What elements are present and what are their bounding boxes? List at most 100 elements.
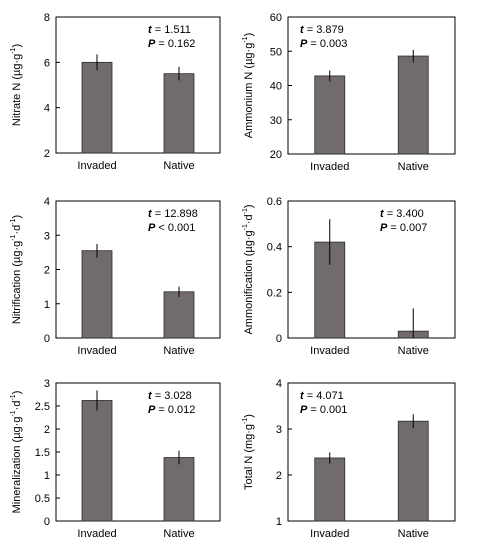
label-part: ) (11, 44, 23, 48)
x-tick-label: Native (398, 161, 429, 173)
stat-t-value: = 1.511 (152, 24, 191, 36)
label-part: Ammonification (µg·g (243, 230, 255, 334)
plot-frame (287, 382, 456, 522)
panel-1: 2 4 6 8 Invaded Native Nitrate N (µg·g-1) t = 1… (10, 12, 221, 172)
y-tick-label: 4 (44, 196, 50, 208)
y-tick-label: 2 (44, 424, 50, 436)
label-part: Nitrification (µg·g (11, 241, 23, 324)
label-part: ) (243, 33, 255, 37)
plot-frame (287, 200, 456, 339)
stat-p-symbol: P (300, 38, 308, 50)
bar-native (163, 457, 195, 522)
bar-native (397, 420, 429, 522)
y-tick-label: 1 (276, 516, 282, 528)
label-part: Ammonium N (µg·g (243, 43, 255, 139)
y-tick-label: 2 (44, 265, 50, 277)
panel-6: 1 2 3 4 Invaded Native Total N (mg·g-1) t = 4.0… (242, 378, 456, 540)
superscript: -1 (10, 410, 17, 416)
stat-p-value: = 0.012 (155, 404, 195, 416)
stat-p-value: < 0.001 (155, 222, 195, 234)
y-tick-label: 8 (44, 12, 50, 24)
stat-p-value: = 0.162 (155, 38, 195, 50)
label-part: ) (243, 204, 255, 208)
stat-t-symbol: t (148, 390, 153, 402)
x-tick-label: Invaded (310, 161, 349, 173)
y-tick-label: 30 (270, 115, 282, 127)
y-tick-label: 0.2 (267, 287, 282, 299)
panel-4: 0 0.2 0.4 0.6 Invaded Native Ammonification (µ… (242, 196, 456, 357)
bar-invaded (314, 457, 346, 522)
stat-p: P = 0.012 (148, 404, 195, 416)
superscript: -1 (242, 208, 249, 214)
stat-p-symbol: P (148, 222, 156, 234)
superscript: -1 (10, 218, 17, 224)
label-part: ·d (11, 225, 23, 235)
y-tick-label: 2.5 (35, 401, 50, 413)
stat-t-value: = 3.028 (152, 390, 192, 402)
superscript: -1 (10, 47, 17, 53)
stat-p-value: = 0.001 (307, 404, 347, 416)
stat-t-symbol: t (300, 24, 305, 36)
superscript: -1 (242, 36, 249, 42)
y-axis-label: Ammonification (µg·g-1·d-1) (242, 204, 255, 334)
stat-t-symbol: t (148, 24, 153, 36)
y-tick-label: 0.6 (267, 196, 282, 208)
label-part: ·d (11, 401, 23, 411)
stat-t-symbol: t (148, 208, 153, 220)
stat-t-symbol: t (380, 208, 385, 220)
stat-t-value: = 3.400 (384, 208, 424, 220)
y-tick-label: 1.5 (35, 447, 50, 459)
x-tick-label: Invaded (77, 160, 116, 172)
label-part: Nitrate N (µg·g (11, 54, 23, 126)
x-tick-label: Native (163, 528, 194, 540)
x-tick-label: Invaded (77, 345, 116, 357)
bar-native (397, 55, 429, 155)
stat-p-symbol: P (380, 222, 388, 234)
label-part: ) (243, 414, 255, 418)
y-axis-label: Nitrate N (µg·g-1) (10, 44, 23, 126)
stat-p-symbol: P (148, 38, 156, 50)
x-tick-label: Invaded (77, 528, 116, 540)
y-tick-label: 0 (276, 333, 282, 345)
stat-t: t = 12.898 (148, 208, 198, 220)
stat-t: t = 3.028 (148, 390, 192, 402)
y-tick-label: 3 (44, 230, 50, 242)
stat-t-value: = 12.898 (152, 208, 198, 220)
bar-invaded (81, 250, 113, 339)
stat-t-value: = 3.879 (304, 24, 344, 36)
y-tick-label: 40 (270, 81, 282, 93)
stat-t-value: = 4.071 (304, 390, 344, 402)
stat-p-symbol: P (148, 404, 156, 416)
stat-t: t = 3.879 (300, 24, 344, 36)
y-tick-label: 3 (276, 424, 282, 436)
y-tick-label: 6 (44, 57, 50, 69)
y-tick-label: 2 (276, 470, 282, 482)
y-tick-label: 20 (270, 149, 282, 161)
label-part: ·d (243, 214, 255, 224)
y-tick-label: 1 (44, 299, 50, 311)
bar-native (163, 291, 195, 339)
label-part: Total N (mg·g (243, 424, 255, 490)
y-axis-label: Nitrification (µg·g-1·d-1) (10, 215, 23, 324)
y-tick-label: 0.5 (35, 493, 50, 505)
y-tick-label: 50 (270, 46, 282, 58)
x-tick-label: Native (163, 160, 194, 172)
x-tick-label: Invaded (310, 345, 349, 357)
y-tick-label: 60 (270, 12, 282, 24)
y-tick-label: 2 (44, 148, 50, 160)
plot-frame (55, 16, 221, 154)
panel-5: 0 0.5 1 1.5 2 2.5 3 Invaded Native Mineralization… (10, 378, 221, 540)
stat-p-value: = 0.003 (307, 38, 347, 50)
stat-t-symbol: t (300, 390, 305, 402)
y-axis-label: Total N (mg·g-1) (242, 414, 255, 490)
superscript: -1 (242, 224, 249, 230)
label-part: ) (11, 391, 23, 395)
bar-invaded (81, 400, 113, 522)
stat-p-value: = 0.007 (387, 222, 427, 234)
superscript: -1 (242, 418, 249, 424)
y-tick-label: 0.4 (267, 242, 282, 254)
stat-t: t = 1.511 (148, 24, 191, 36)
stat-p-symbol: P (300, 404, 308, 416)
stat-t: t = 3.400 (380, 208, 424, 220)
